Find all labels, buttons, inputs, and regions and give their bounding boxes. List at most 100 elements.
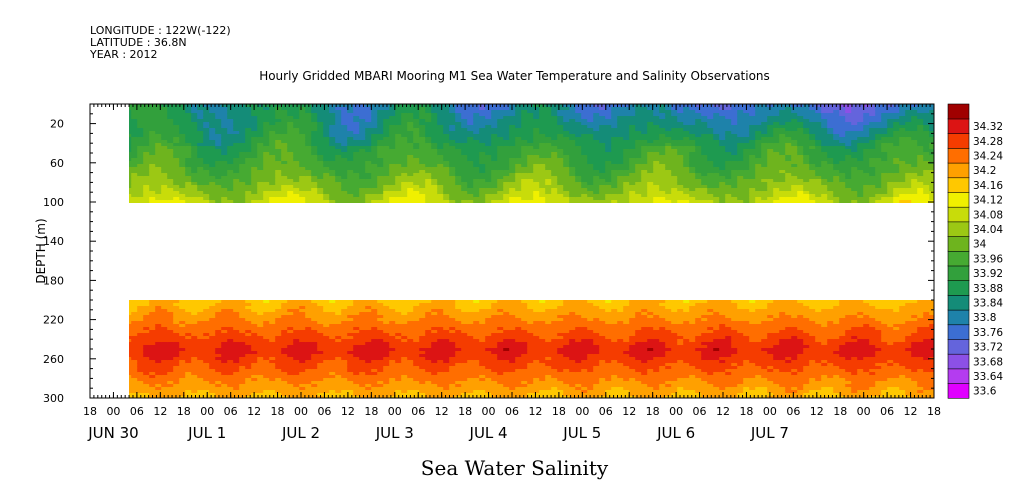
data-cell — [359, 170, 366, 174]
data-cell — [755, 197, 762, 201]
data-cell — [725, 110, 732, 114]
data-cell — [641, 158, 648, 162]
data-cell — [155, 381, 162, 385]
data-cell — [479, 143, 486, 147]
data-cell — [155, 140, 162, 144]
data-cell — [857, 176, 864, 180]
data-cell — [365, 113, 372, 117]
data-cell — [737, 197, 744, 201]
data-cell — [575, 125, 582, 129]
data-cell — [755, 122, 762, 126]
data-cell — [275, 200, 282, 203]
data-cell — [413, 143, 420, 147]
data-cell — [245, 200, 252, 203]
data-cell — [179, 149, 186, 153]
data-cell — [239, 188, 246, 192]
data-cell — [143, 152, 150, 156]
data-cell — [599, 185, 606, 189]
data-cell — [129, 390, 132, 394]
data-cell — [743, 125, 750, 129]
data-cell — [737, 158, 744, 162]
data-cell — [179, 167, 186, 171]
data-cell — [359, 146, 366, 150]
data-cell — [539, 191, 546, 195]
data-cell — [467, 146, 474, 150]
data-cell — [137, 360, 144, 364]
data-cell — [269, 134, 276, 138]
data-cell — [257, 122, 264, 126]
data-cell — [887, 182, 894, 186]
data-cell — [395, 149, 402, 153]
data-cell — [143, 369, 150, 373]
data-cell — [275, 176, 282, 180]
data-cell — [509, 197, 516, 201]
data-cell — [353, 146, 360, 150]
data-cell — [419, 173, 426, 177]
data-cell — [851, 158, 858, 162]
data-cell — [401, 182, 408, 186]
data-cell — [353, 143, 360, 147]
data-cell — [767, 176, 774, 180]
data-cell — [155, 146, 162, 150]
data-cell — [377, 137, 384, 141]
data-cell — [731, 107, 738, 111]
data-cell — [347, 119, 354, 123]
data-cell — [143, 200, 150, 203]
data-cell — [635, 191, 642, 195]
data-cell — [647, 161, 654, 165]
data-cell — [683, 170, 690, 174]
data-cell — [785, 182, 792, 186]
data-cell — [137, 312, 144, 316]
data-cell — [341, 191, 348, 195]
data-cell — [221, 303, 228, 307]
data-cell — [911, 137, 918, 141]
data-cell — [515, 149, 522, 153]
data-cell — [161, 327, 168, 331]
data-cell — [305, 122, 312, 126]
data-cell — [197, 381, 204, 385]
data-cell — [557, 182, 564, 186]
data-cell — [587, 149, 594, 153]
data-cell — [923, 143, 930, 147]
data-cell — [893, 158, 900, 162]
data-cell — [407, 179, 414, 183]
data-cell — [233, 167, 240, 171]
data-cell — [383, 173, 390, 177]
data-cell — [911, 197, 918, 201]
data-cell — [185, 375, 192, 379]
data-cell — [221, 158, 228, 162]
data-cell — [293, 176, 300, 180]
data-cell — [137, 348, 144, 352]
data-cell — [839, 173, 846, 177]
data-cell — [767, 161, 774, 165]
data-cell — [257, 146, 264, 150]
data-cell — [149, 336, 156, 340]
data-cell — [515, 161, 522, 165]
data-cell — [137, 167, 144, 171]
data-cell — [827, 143, 834, 147]
data-cell — [143, 312, 150, 316]
data-cell — [209, 191, 216, 195]
data-cell — [797, 200, 804, 203]
data-cell — [923, 125, 930, 129]
data-cell — [917, 182, 924, 186]
data-cell — [425, 125, 432, 129]
data-cell — [569, 164, 576, 168]
data-cell — [245, 176, 252, 180]
data-cell — [353, 185, 360, 189]
data-cell — [845, 152, 852, 156]
data-cell — [617, 131, 624, 135]
data-cell — [245, 131, 252, 135]
data-cell — [767, 191, 774, 195]
data-cell — [161, 179, 168, 183]
data-cell — [425, 164, 432, 168]
data-cell — [419, 116, 426, 120]
data-cell — [293, 173, 300, 177]
data-cell — [875, 176, 882, 180]
data-cell — [377, 152, 384, 156]
data-cell — [167, 179, 174, 183]
data-cell — [179, 333, 186, 337]
data-cell — [731, 191, 738, 195]
data-cell — [149, 161, 156, 165]
data-cell — [155, 351, 162, 355]
